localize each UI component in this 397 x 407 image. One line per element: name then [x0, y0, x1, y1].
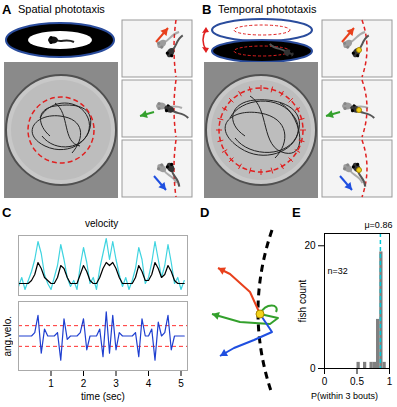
svg-text:n=32: n=32: [328, 266, 348, 276]
svg-text:4: 4: [146, 378, 152, 389]
svg-text:time (sec): time (sec): [81, 391, 125, 402]
html-text:D: D: [200, 205, 210, 220]
html-text:B: B: [202, 2, 212, 17]
svg-text:0.5: 0.5: [350, 376, 364, 387]
svg-text:3: 3: [113, 378, 119, 389]
svg-text:1: 1: [387, 376, 393, 387]
html-text:C: C: [2, 205, 12, 220]
svg-text:0: 0: [322, 376, 328, 387]
svg-text:0: 0: [310, 363, 316, 374]
html-text:Spatial phototaxis: Spatial phototaxis: [18, 3, 105, 15]
svg-text:5: 5: [178, 378, 184, 389]
html-text:A: A: [2, 2, 12, 17]
svg-text:20: 20: [304, 240, 316, 251]
svg-text:1: 1: [48, 378, 54, 389]
html-text:Temporal phototaxis: Temporal phototaxis: [218, 3, 317, 15]
svg-text:fish count: fish count: [297, 279, 308, 322]
svg-text:2: 2: [81, 378, 87, 389]
html-text:ang.velo.: ang.velo.: [2, 316, 13, 357]
html-text:velocity: velocity: [85, 218, 119, 229]
svg-text:μ=0.86: μ=0.86: [364, 220, 392, 230]
html-text:P(within 3 bouts): P(within 3 bouts): [311, 391, 378, 401]
html-text:E: E: [292, 205, 301, 220]
